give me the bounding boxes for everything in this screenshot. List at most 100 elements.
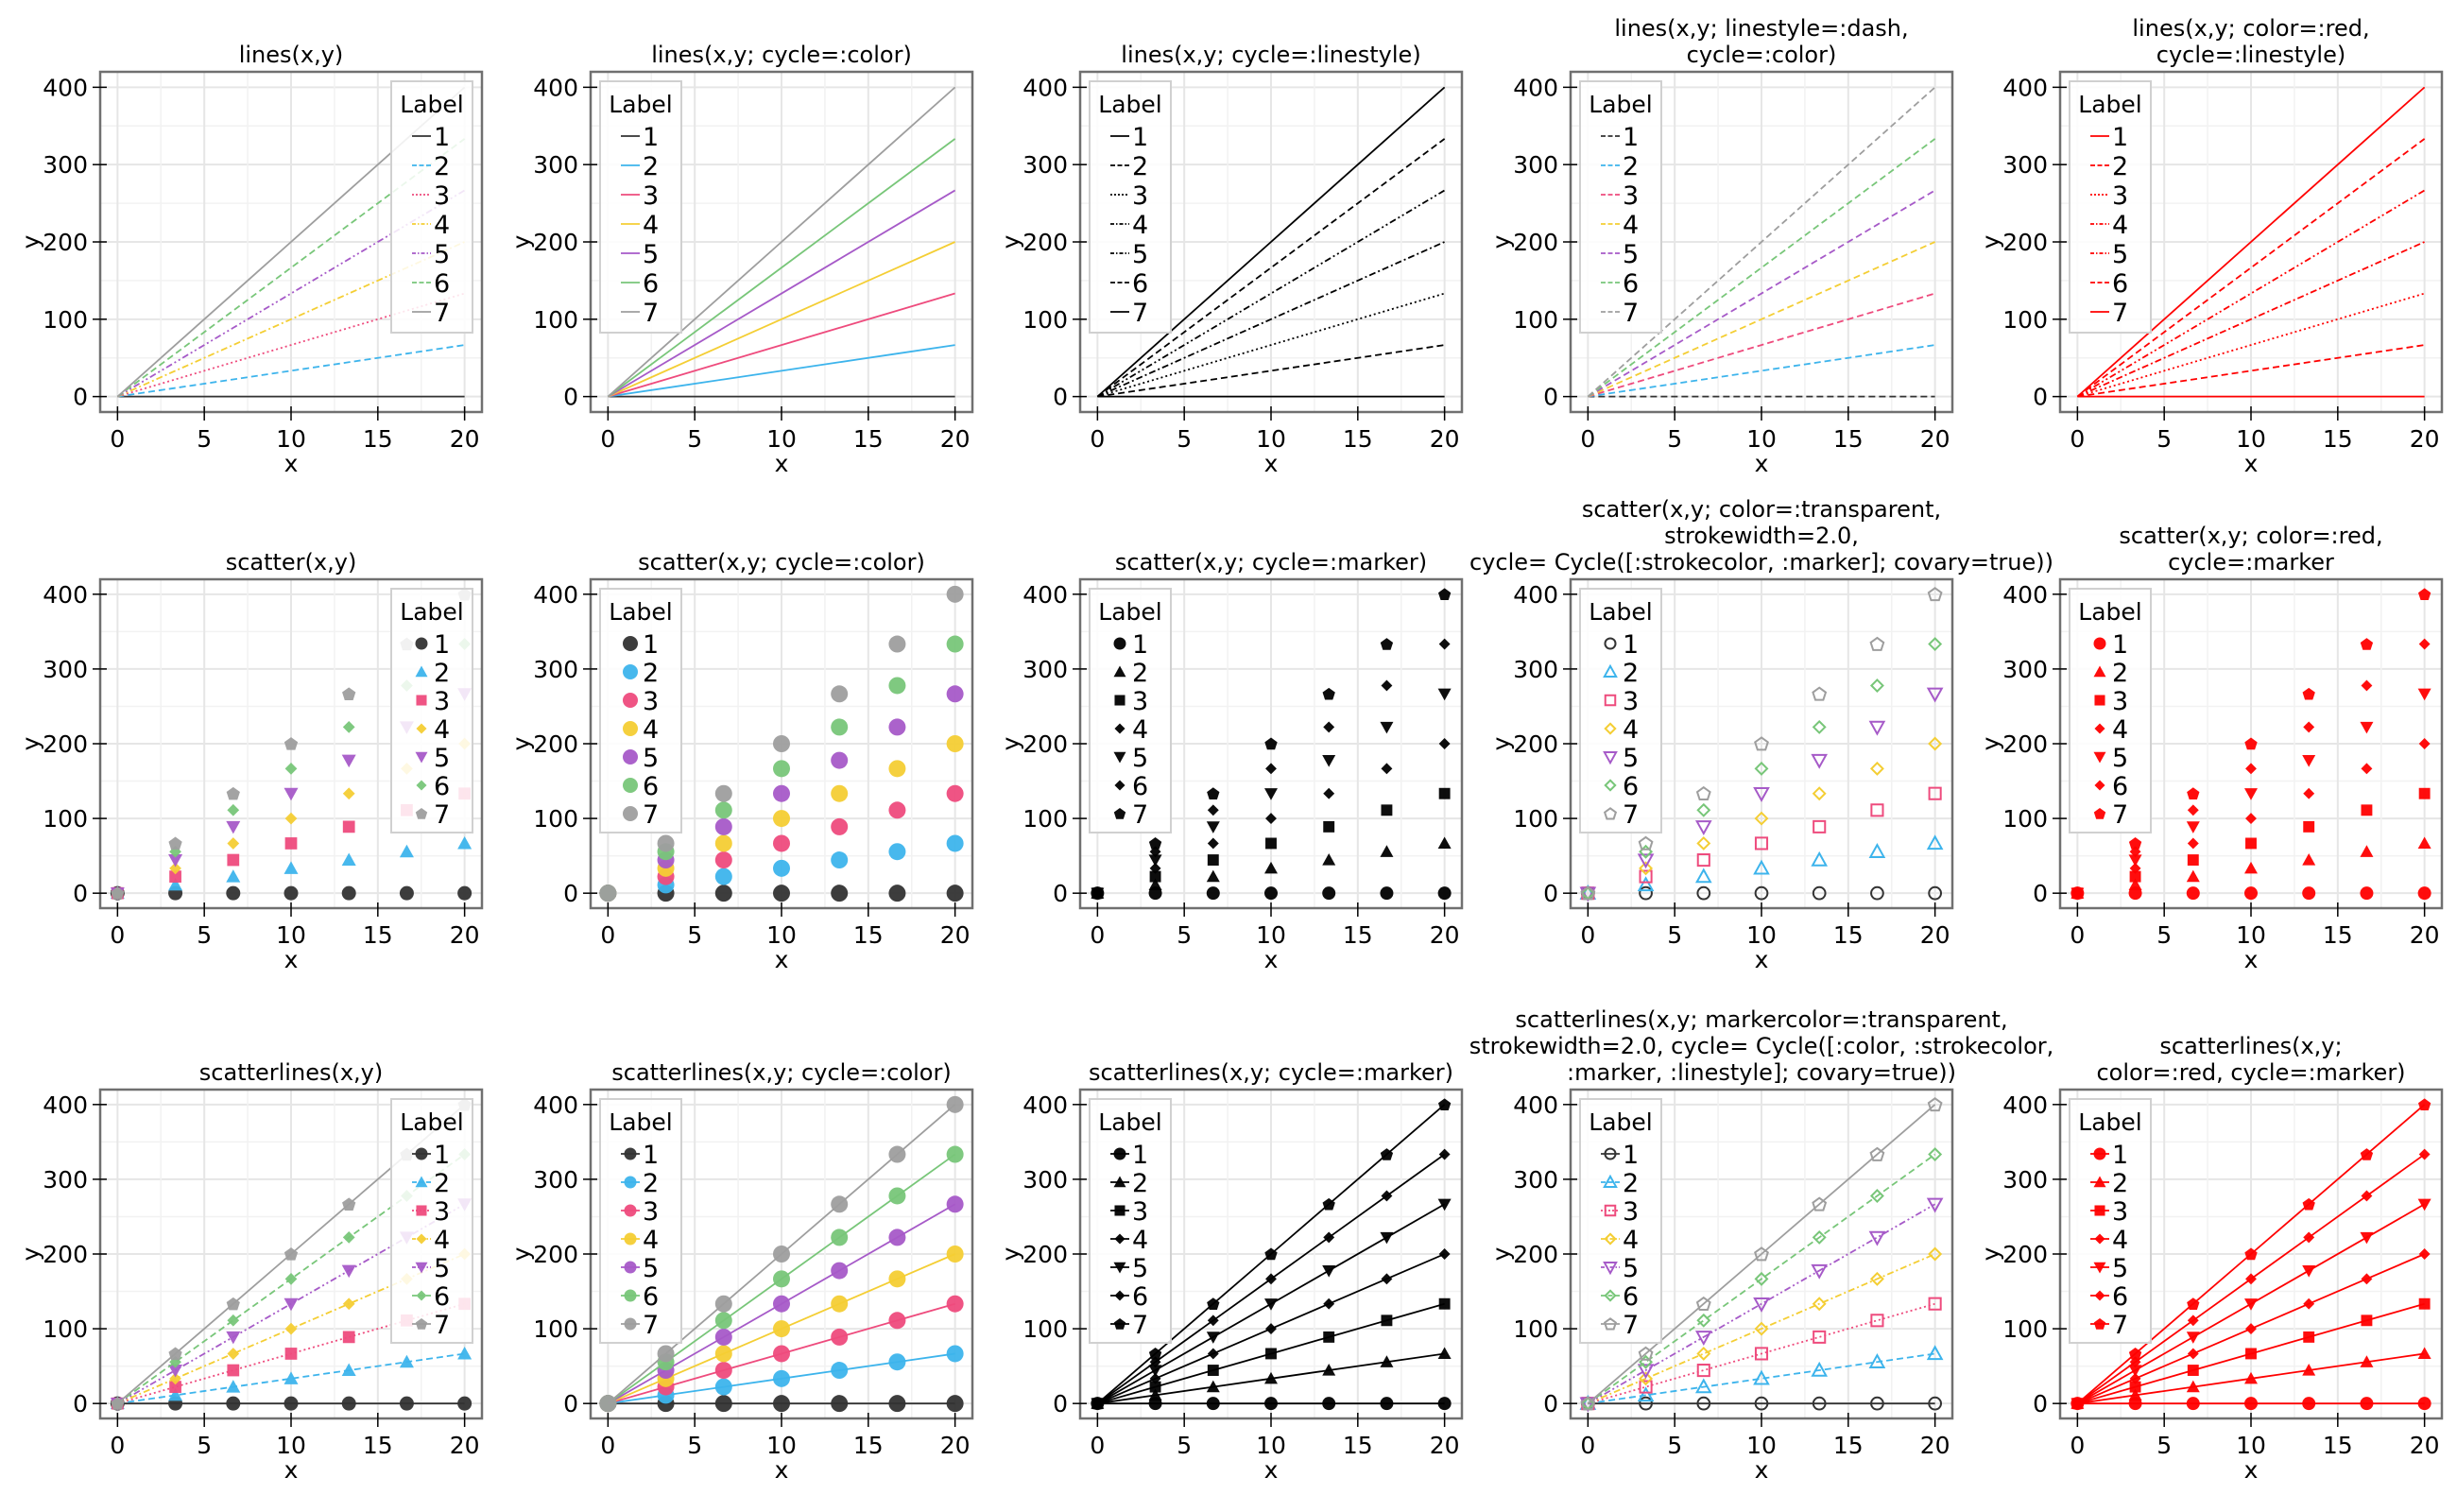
x-tick-label: 20: [1430, 425, 1460, 453]
data-point: [1580, 1396, 1596, 1411]
legend-label: 1: [1132, 630, 1148, 660]
data-point: [1323, 820, 1335, 833]
data-point: [1694, 1331, 1712, 1347]
data-point: [773, 1270, 790, 1288]
legend-box: [599, 588, 682, 833]
x-tick-label: 10: [1746, 1432, 1777, 1459]
x-axis-label: x: [284, 450, 299, 477]
subplot-title: cycle=:linestyle): [2156, 42, 2345, 68]
series-line: [1588, 344, 1935, 398]
y-tick-label: 200: [2002, 229, 2048, 256]
legend-label: 7: [2112, 1311, 2128, 1340]
x-tick-label: 10: [276, 425, 306, 453]
data-point: [399, 1396, 414, 1411]
legend-label: 5: [434, 240, 450, 269]
data-point: [714, 1328, 732, 1346]
legend-entry-4: 4: [621, 1226, 659, 1255]
data-point: [1637, 1364, 1655, 1380]
y-tick-label: 0: [563, 384, 578, 411]
y-tick-label: 0: [1543, 1390, 1558, 1418]
series-4: [1587, 241, 1936, 398]
legend-marker: [1114, 723, 1125, 734]
legend-label: 6: [434, 1282, 450, 1312]
data-point: [831, 685, 849, 703]
data-point: [1926, 834, 1944, 850]
x-axis-label: x: [2244, 1456, 2259, 1484]
series-line: [2076, 86, 2426, 398]
legend-entry-3: 3: [1110, 181, 1148, 211]
data-point: [1438, 1297, 1451, 1310]
data-point: [714, 817, 732, 835]
data-point: [2129, 1381, 2141, 1393]
legend-label: 7: [1132, 299, 1148, 328]
y-tick-label: 300: [1513, 1166, 1558, 1194]
legend-label: 7: [2112, 800, 2128, 830]
legend-marker: [1603, 1174, 1618, 1188]
plot-area: [1096, 86, 1446, 398]
legend-marker: [415, 1262, 428, 1274]
series-6: [1091, 1148, 1451, 1410]
data-point: [1638, 1346, 1654, 1361]
data-point: [888, 1395, 906, 1413]
data-point: [2186, 1397, 2200, 1411]
data-point: [2070, 1397, 2085, 1410]
plot-area: [599, 1095, 964, 1413]
legend-label: 5: [2112, 744, 2128, 773]
data-point: [399, 844, 414, 858]
data-point: [1380, 845, 1394, 857]
data-point: [1754, 1396, 1769, 1411]
data-point: [2187, 1297, 2200, 1310]
series-line: [1097, 344, 1445, 398]
x-tick-label: 10: [766, 1432, 797, 1459]
x-tick-label: 15: [1833, 1432, 1864, 1459]
y-tick-label: 300: [2002, 656, 2048, 683]
data-point: [457, 1346, 472, 1360]
legend-entry-4: 4: [1110, 211, 1148, 240]
data-point: [2187, 837, 2199, 850]
data-point: [168, 1387, 183, 1401]
data-point: [1438, 738, 1451, 749]
subplot-title: scatter(x,y; cycle=:color): [638, 549, 925, 576]
x-tick-label: 5: [2156, 1432, 2172, 1459]
legend-label: 7: [1132, 1311, 1148, 1340]
series-4: [1091, 738, 1451, 900]
data-point: [946, 1345, 964, 1363]
legend-entry-1: 1: [2090, 123, 2128, 152]
data-point: [1149, 870, 1161, 883]
subplot-title: cycle=:marker: [2168, 549, 2334, 576]
data-point: [1265, 1348, 1277, 1360]
x-tick-label: 15: [1343, 921, 1373, 949]
legend-label: 6: [643, 269, 659, 299]
y-tick-label: 200: [533, 730, 578, 758]
legend-marker: [1604, 1204, 1617, 1217]
x-axis-label: x: [284, 1456, 299, 1484]
legend-label: 5: [1623, 240, 1639, 269]
data-point: [831, 784, 849, 802]
data-point: [1812, 1297, 1827, 1312]
data-point: [1148, 837, 1162, 850]
y-tick-label: 300: [1513, 656, 1558, 683]
y-tick-label: 0: [1053, 880, 1068, 907]
data-point: [2418, 787, 2431, 799]
legend-label: 5: [643, 1254, 659, 1283]
legend-marker: [1114, 1290, 1125, 1301]
data-point: [1207, 804, 1219, 816]
series-line: [607, 138, 956, 398]
data-point: [1870, 1314, 1884, 1328]
legend-label: 3: [1623, 181, 1639, 211]
series-line: [1587, 1104, 1936, 1404]
legend-entry-7: 7: [2090, 1311, 2128, 1340]
legend-entry-5: 5: [2090, 1254, 2128, 1283]
data-point: [1322, 754, 1336, 767]
data-point: [226, 885, 241, 901]
data-point: [1437, 1198, 1452, 1211]
legend-entry-2: 2: [415, 659, 450, 688]
legend-entry-7: 7: [1110, 299, 1148, 328]
legend-label: 1: [434, 1141, 450, 1170]
data-point: [714, 1362, 732, 1380]
subplot-9: scatter(x,y; color=:transparent,strokewi…: [1469, 496, 2053, 973]
legend-entry-5: 5: [2090, 240, 2128, 269]
legend-marker: [1113, 1147, 1126, 1160]
